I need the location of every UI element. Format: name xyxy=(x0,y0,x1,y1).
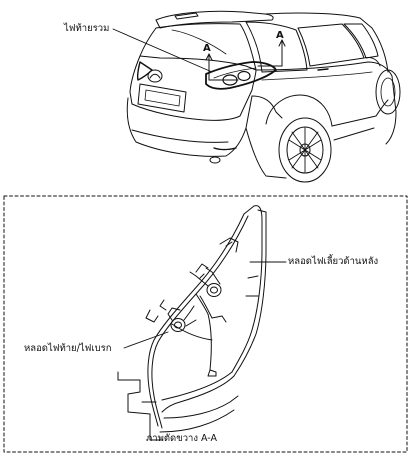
section-frame xyxy=(3,195,408,453)
rear-lamp-left xyxy=(136,61,153,81)
rear-wheel xyxy=(278,117,332,183)
license-plate-recess xyxy=(137,83,187,113)
label-rear-combination-lamp: ไฟท้ายรวม xyxy=(64,23,110,34)
tailgate xyxy=(129,55,257,121)
leader-tail-brake-bulb xyxy=(123,331,169,349)
section-label-right: A xyxy=(276,30,284,41)
section-label-left: A xyxy=(203,43,211,54)
label-rear-turn-bulb: หลอดไฟเลี้ยวด้านหลัง xyxy=(288,256,379,267)
rear-turn-bulb xyxy=(189,263,222,297)
brand-emblem xyxy=(147,69,163,83)
front-wheel xyxy=(375,69,401,115)
section-mark-right xyxy=(257,39,286,67)
leader-rear-combination-lamp xyxy=(112,28,213,73)
tail-brake-bulb xyxy=(167,305,197,332)
exhaust-tip xyxy=(209,156,221,164)
rear-wheel-arch xyxy=(265,94,333,127)
section-caption: ภาพตัดขวาง A-A xyxy=(146,433,218,444)
lamp-housing-section xyxy=(117,205,267,441)
rear-bumper xyxy=(126,95,253,157)
rear-window xyxy=(139,23,257,71)
vehicle-rear-view xyxy=(126,10,401,183)
section-mark-left xyxy=(205,53,239,81)
label-tail-brake-bulb: หลอดไฟท้าย/ไฟเบรก xyxy=(24,343,112,354)
roof-spoiler xyxy=(155,10,274,29)
